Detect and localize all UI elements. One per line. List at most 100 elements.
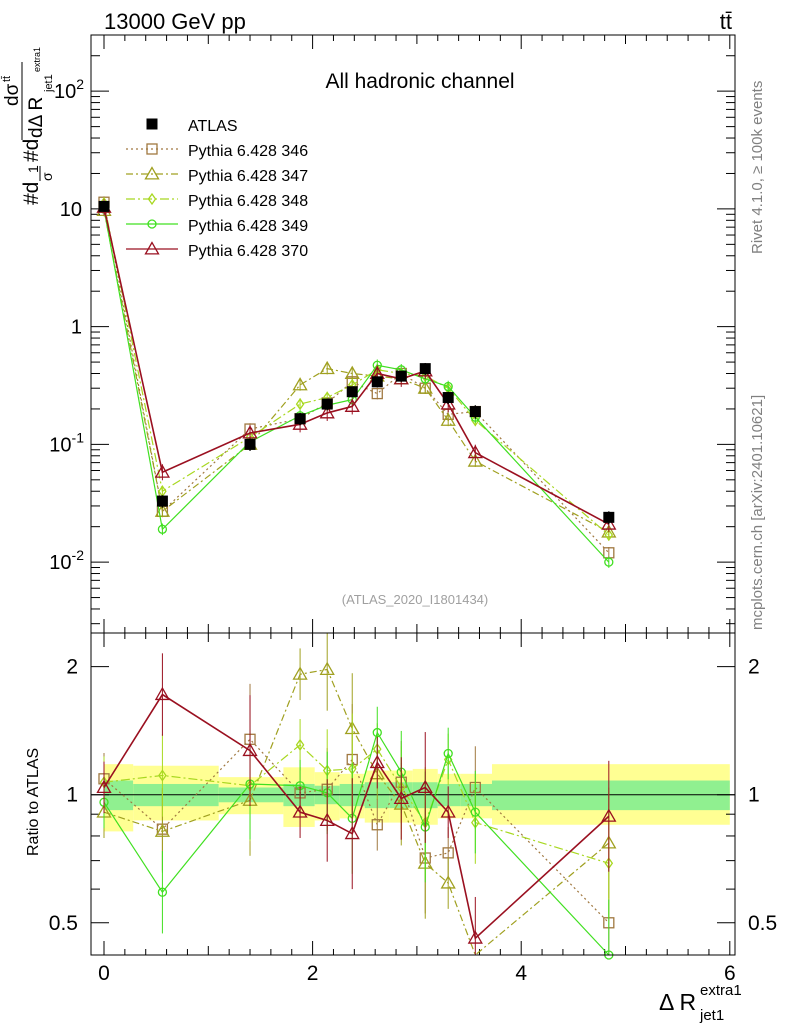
series-point <box>471 414 480 427</box>
series-line <box>103 202 610 536</box>
stat-uncertainty-band <box>104 780 134 811</box>
legend-label: Pythia 6.428 349 <box>188 218 308 235</box>
y-label-part-3: σ <box>39 172 55 181</box>
main-y-tick-label: 1 <box>71 317 82 339</box>
ratio-series-point <box>344 825 360 840</box>
ratio-series-point <box>440 804 456 818</box>
legend-label: Pythia 6.428 347 <box>188 168 308 185</box>
ratio-series-point <box>154 823 171 837</box>
ratio-y-tick-label-right: 1 <box>748 784 760 807</box>
ratio-y-tick-label-right: 0.5 <box>748 912 777 935</box>
y-label-part-1: #d <box>20 182 43 205</box>
analysis-tag: (ATLAS_2020_I1801434) <box>342 592 488 607</box>
y-label-part-8: jet1 <box>43 74 55 93</box>
legend: ATLAS Pythia 6.428 346 Pythia 6.428 347 Pyt… <box>126 118 308 260</box>
series-point <box>604 528 614 542</box>
ratio-series-point <box>372 727 382 738</box>
ratio-panel-frame <box>90 632 736 956</box>
atlas-data-point <box>371 376 383 388</box>
x-tick-label: 2 <box>307 962 319 985</box>
energy-label: 13000 GeV pp <box>104 9 246 34</box>
y-label-part-9: extra1 <box>32 47 42 72</box>
series-point <box>344 365 360 380</box>
series-line <box>103 207 610 525</box>
legend-marker <box>144 166 160 180</box>
ratio-series-point <box>158 769 167 782</box>
series-point <box>440 412 456 426</box>
ratio-series-point <box>157 887 168 897</box>
series-point <box>604 557 614 567</box>
legend-marker <box>147 192 157 206</box>
chart-title: All hadronic channel <box>325 70 514 93</box>
ratio-y-tick-label: 0.5 <box>49 912 78 935</box>
y-label-part-2: 1 <box>25 165 41 173</box>
ratio-series-point <box>440 875 456 889</box>
atlas-data-point <box>156 495 168 507</box>
legend-label: Pythia 6.428 346 <box>188 143 308 160</box>
series-point <box>440 396 456 410</box>
series-point <box>154 464 171 478</box>
x-tick-label: 0 <box>98 962 110 985</box>
legend-marker-atlas <box>146 118 158 130</box>
series-point <box>443 381 453 392</box>
y-label-part-5: dσ <box>2 83 23 106</box>
atlas-data-point <box>419 363 431 375</box>
ratio-series-point <box>96 779 112 794</box>
ratio-series-point <box>371 819 383 831</box>
atlas-data-point <box>346 386 358 398</box>
series-point <box>467 453 483 467</box>
y-label-part-6: tt̄ <box>1 76 13 82</box>
ratio-series-line <box>103 738 610 924</box>
legend-marker <box>144 241 160 255</box>
atlas-data-point <box>98 200 110 212</box>
y-label-part-4: #d <box>20 139 43 162</box>
ratio-y-axis-label: Ratio to ATLAS <box>25 748 42 856</box>
series-point <box>292 377 308 391</box>
ratio-series-point <box>443 748 453 759</box>
main-y-tick-label: 10-2 <box>49 547 84 574</box>
series-point <box>467 444 483 459</box>
ratio-series-point <box>467 930 483 944</box>
ratio-series-point <box>295 738 305 751</box>
atlas-data-point <box>603 511 615 523</box>
legend-label: ATLAS <box>188 118 238 135</box>
x-axis-label: Δ R extra1 jet1 <box>659 982 742 1024</box>
series-point <box>295 397 305 411</box>
main-panel: 10-2 10-1 1 10 102 <box>49 34 735 633</box>
atlas-data-point <box>294 413 306 425</box>
series-point <box>319 360 335 375</box>
legend-marker <box>147 219 157 229</box>
series-point <box>344 398 360 412</box>
series-line <box>103 208 610 563</box>
ratio-panel: 0 2 4 6 0.5 0.5 1 1 2 2 <box>49 633 777 985</box>
ratio-series-line <box>103 744 609 864</box>
atlas-data-point <box>244 438 256 450</box>
ratio-series-point <box>470 807 480 817</box>
atlas-data-point <box>321 398 333 410</box>
atlas-data-point <box>469 406 481 418</box>
x-tick-label: 4 <box>515 962 527 985</box>
series-point <box>157 524 168 534</box>
ratio-y-tick-label: 1 <box>66 784 78 807</box>
ratio-series-line <box>103 693 610 940</box>
x-label-delta-r: Δ R <box>659 989 696 1015</box>
legend-label: Pythia 6.428 348 <box>188 193 308 210</box>
ratio-series-point <box>319 661 335 675</box>
series-line <box>103 202 610 554</box>
main-y-tick-label: 102 <box>54 76 84 103</box>
ratio-y-tick-label: 2 <box>66 656 78 679</box>
series-point <box>319 405 335 419</box>
ratio-series-point <box>292 666 308 680</box>
x-label-subscript: jet1 <box>699 1007 724 1024</box>
mcplots-label: mcplots.cern.ch [arXiv:2401.10621] <box>749 395 766 630</box>
legend-marker <box>146 143 158 155</box>
ratio-series-point <box>319 812 335 826</box>
process-label: tt̄ <box>720 9 732 34</box>
series-point <box>601 516 617 530</box>
series-point <box>371 387 383 400</box>
ratio-series-point <box>369 754 385 769</box>
ratio-series-point <box>242 742 258 757</box>
atlas-data-point <box>395 370 407 382</box>
ratio-series-point <box>417 779 433 794</box>
